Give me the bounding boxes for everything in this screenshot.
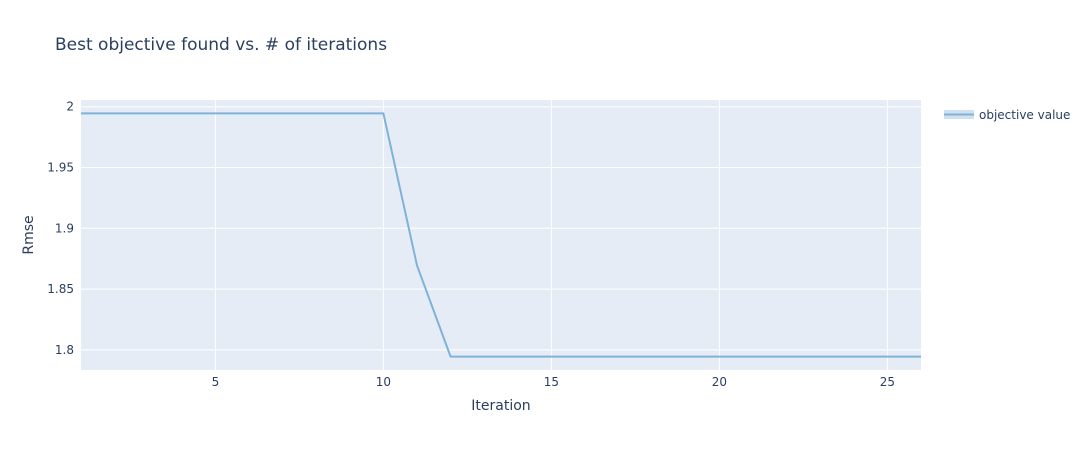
y-tick-labels: 1.8 1.85 1.9 1.95 2: [47, 100, 74, 357]
y-tick-label: 2: [66, 100, 74, 114]
x-tick-label: 10: [376, 375, 391, 389]
y-tick-label: 1.8: [55, 343, 74, 357]
chart-title: Best objective found vs. # of iterations: [55, 35, 387, 55]
x-axis-title: Iteration: [471, 398, 530, 414]
y-tick-label: 1.85: [47, 282, 74, 296]
x-gridlines: [214, 100, 888, 370]
x-tick-label: 25: [880, 375, 895, 389]
x-tick-label: 15: [544, 375, 559, 389]
series-layer: [81, 112, 921, 358]
legend-item-objective-value[interactable]: objective value: [979, 108, 1070, 122]
y-gridlines: [81, 106, 921, 351]
x-tick-label: 5: [212, 375, 220, 389]
x-tick-label: 20: [712, 375, 727, 389]
y-tick-label: 1.95: [47, 161, 74, 175]
plot-background: [81, 100, 921, 370]
y-axis-title: Rmse: [21, 215, 37, 254]
series-line-objective-value: [81, 112, 921, 358]
legend[interactable]: objective value: [944, 108, 1070, 122]
x-tick-labels: 5 10 15 20 25: [212, 375, 895, 389]
y-tick-label: 1.9: [55, 221, 74, 235]
